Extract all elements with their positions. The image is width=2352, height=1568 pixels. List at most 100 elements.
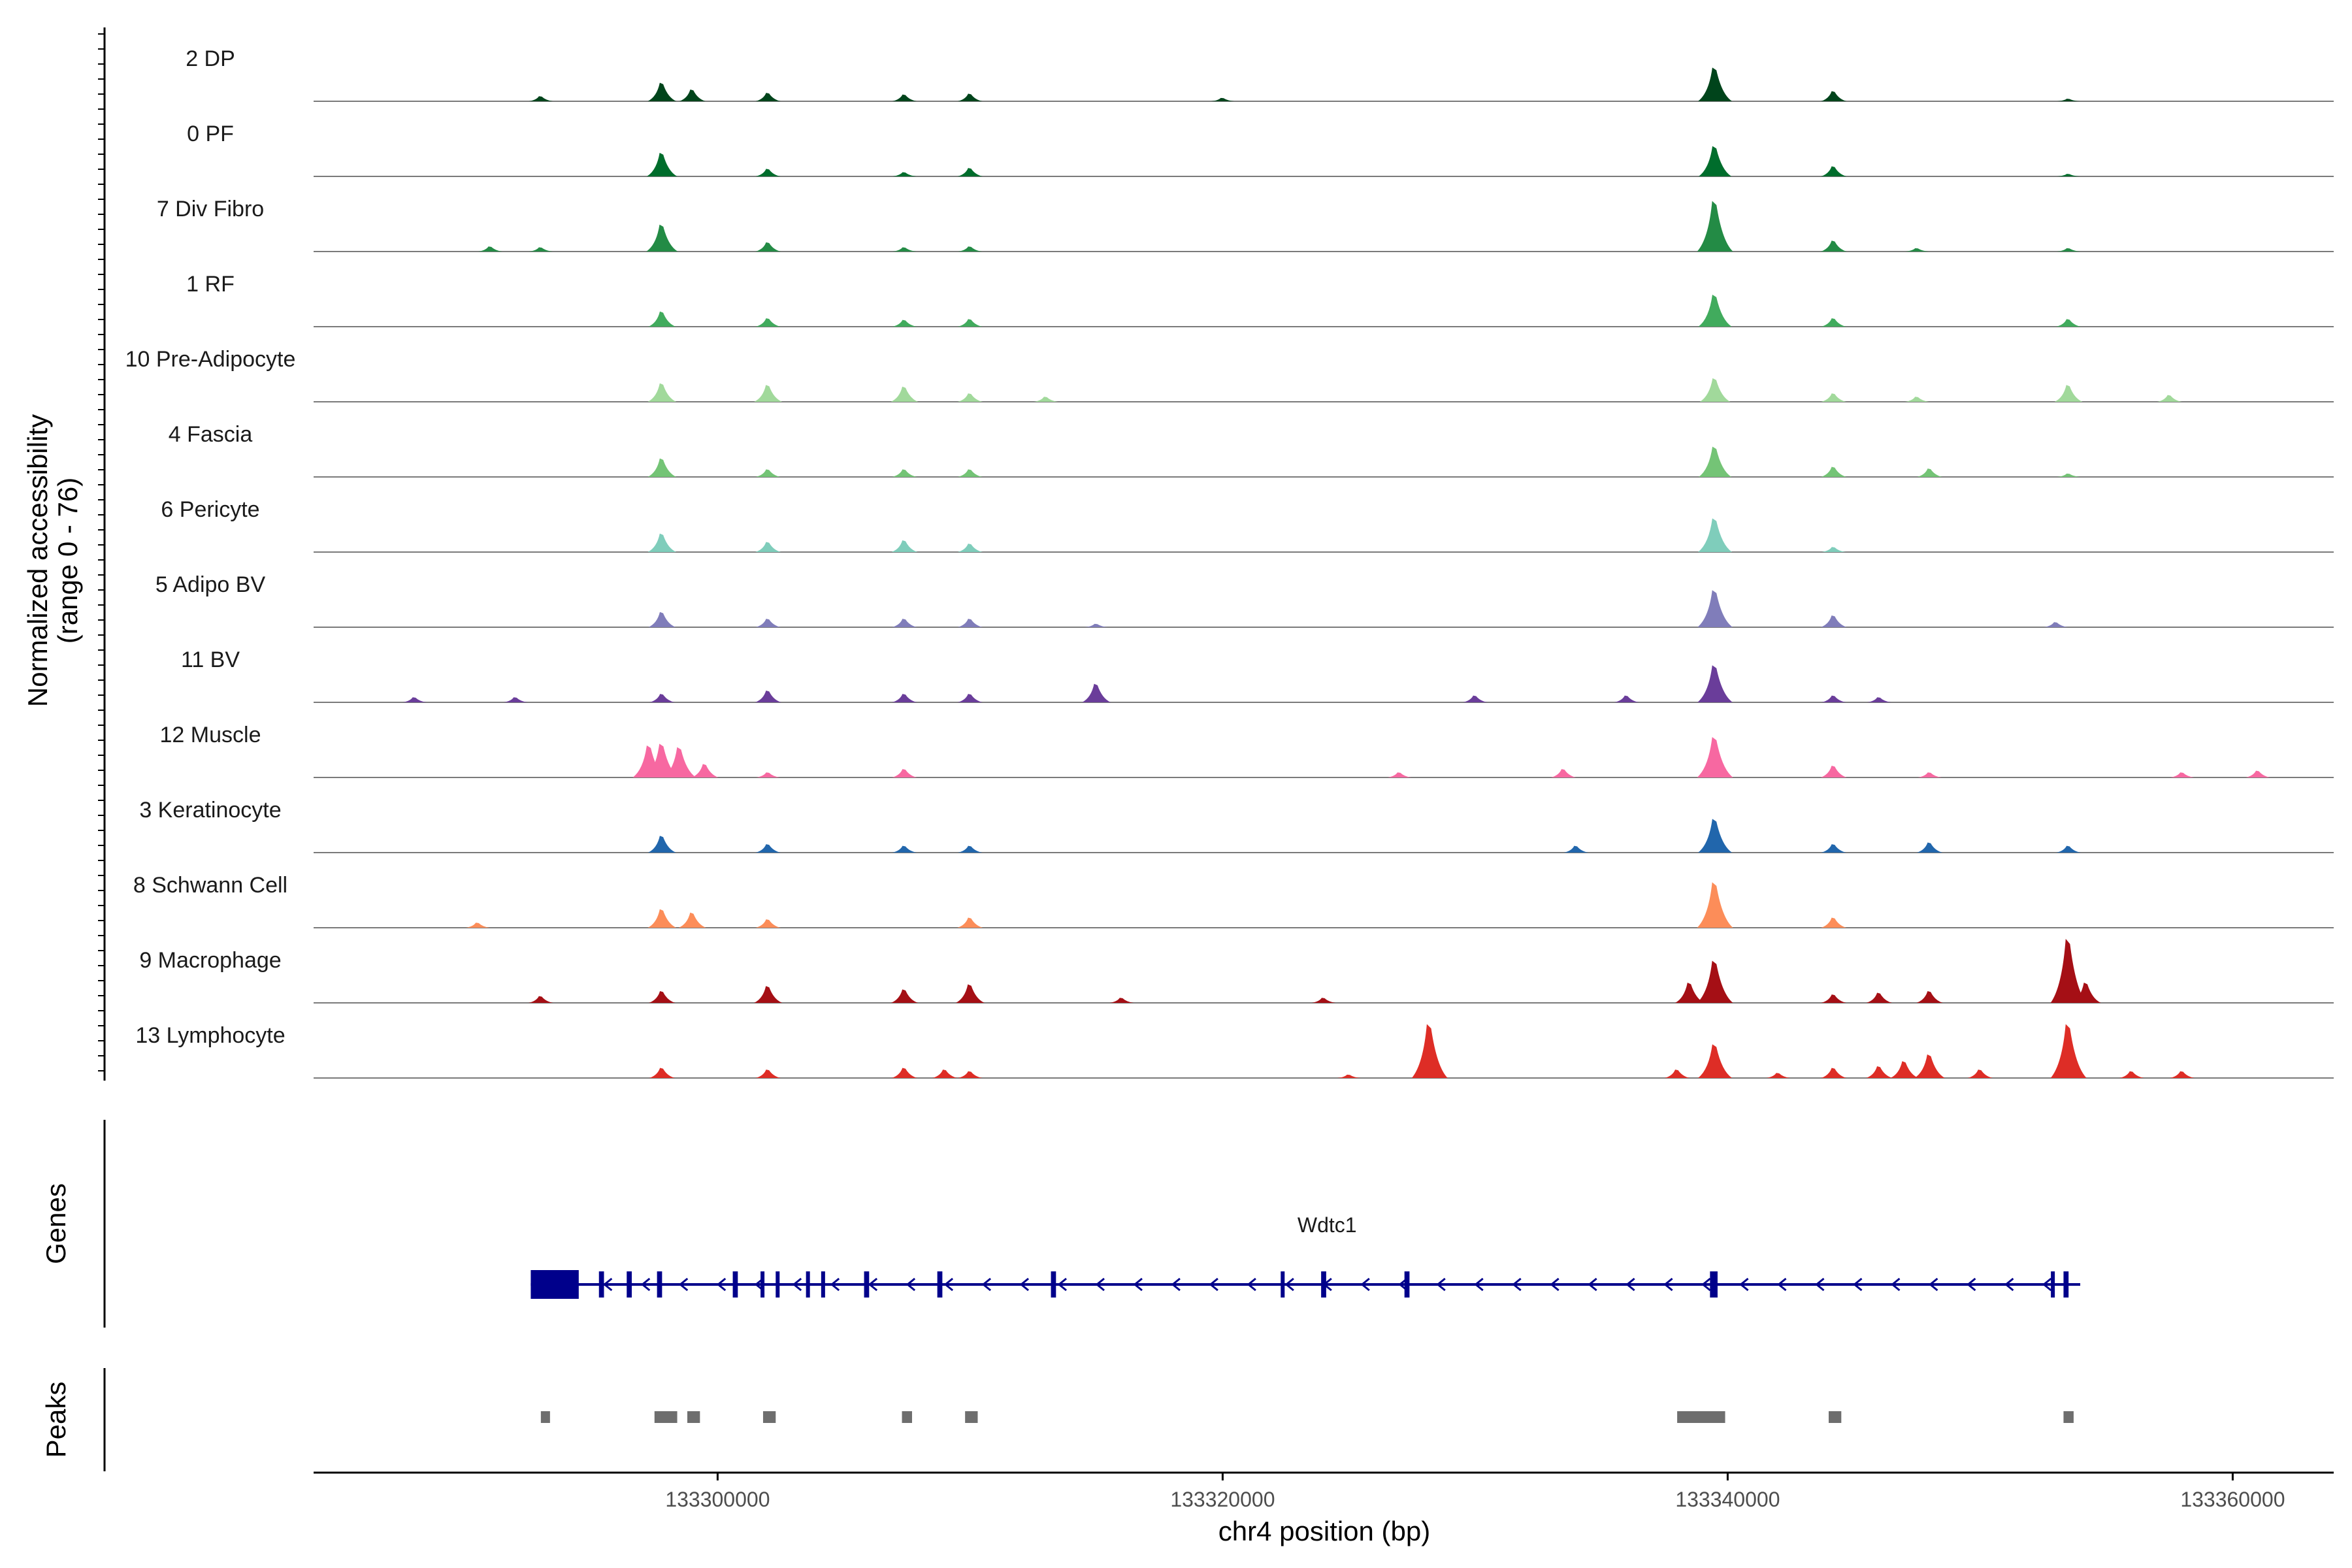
coverage-peak [2246, 770, 2270, 777]
peak-track [540, 1411, 2074, 1423]
coverage-peak [648, 311, 676, 327]
gene-exon [2063, 1271, 2069, 1298]
track-10: 3 Keratinocyte [139, 798, 2334, 853]
strand-arrow [1474, 1277, 1484, 1292]
coverage-peak [1914, 1054, 1945, 1078]
strand-arrow [1739, 1277, 1749, 1292]
coverage-peak [1866, 992, 1893, 1003]
coverage-peak [402, 697, 427, 702]
coverage-peak [647, 152, 678, 176]
gene-exon [937, 1271, 943, 1298]
coverage-peak [892, 694, 917, 702]
coverage-peak [1916, 990, 1943, 1003]
coverage-peak [503, 697, 528, 702]
track-0: 2 DP [186, 46, 2334, 102]
strand-arrow [1663, 1277, 1673, 1292]
strand-arrow [1057, 1277, 1067, 1292]
coverage-peak [892, 94, 917, 101]
coverage-peak [755, 844, 781, 853]
coverage-peak [2157, 395, 2182, 402]
coverage-peak [1821, 917, 1847, 928]
strand-arrow [1360, 1277, 1370, 1292]
coverage-peak [2050, 939, 2087, 1003]
track-7: 5 Adipo BV [155, 572, 2334, 628]
coverage-peak [647, 458, 677, 477]
coverage-peak [647, 533, 677, 552]
coverage-tracks: 2 DP 0 PF 7 Div Fibro 1 RF 10 Pre-Adipocyte 4… [125, 46, 2334, 1079]
strand-arrow [981, 1277, 992, 1292]
coverage-peak [465, 923, 490, 928]
coverage-peak [1698, 146, 1732, 176]
coverage-peak [1664, 1070, 1690, 1078]
coverage-peak [755, 242, 781, 252]
coverage-peak [649, 1068, 676, 1078]
coverage-peak [1311, 998, 1336, 1003]
strand-arrow [1815, 1277, 1825, 1292]
coverage-peak [1867, 697, 1891, 702]
coverage-peak [1698, 518, 1733, 552]
coverage-peak [1821, 318, 1846, 327]
strand-arrow [1625, 1277, 1635, 1292]
strand-arrow [943, 1277, 954, 1292]
coverage-peak [755, 169, 781, 176]
track-11: 8 Schwann Cell [133, 873, 2334, 928]
coverage-peak [957, 393, 983, 402]
coverage-peak [755, 469, 781, 477]
strand-arrow [1209, 1277, 1218, 1292]
peak-region [762, 1411, 776, 1423]
coverage-peak [679, 89, 706, 101]
coverage-peak [1820, 765, 1847, 777]
gene-exon [732, 1271, 738, 1298]
track-2: 7 Div Fibro [157, 197, 2334, 252]
strand-arrow [2042, 1277, 2052, 1292]
track-12: 9 Macrophage [139, 939, 2334, 1004]
coverage-peak [1211, 97, 1235, 101]
coverage-peak [1821, 1068, 1847, 1078]
track-label: 9 Macrophage [139, 948, 281, 973]
coverage-peak [755, 919, 781, 928]
strand-arrow [1095, 1277, 1105, 1292]
coverage-peak [756, 772, 781, 777]
track-label: 4 Fascia [169, 422, 253, 447]
coverage-peak [1082, 683, 1111, 702]
peak-region [654, 1411, 678, 1423]
coverage-peak [755, 318, 781, 327]
gene-name-label: Wdtc1 [1298, 1213, 1357, 1237]
track-label: 0 PF [187, 122, 234, 146]
strand-arrow [1967, 1277, 1976, 1292]
coverage-peak [691, 764, 719, 777]
coverage-peak [1698, 67, 1733, 101]
coverage-peak [647, 383, 677, 402]
gene-exon [806, 1271, 810, 1298]
track-label: 12 Muscle [160, 723, 261, 747]
coverage-peak [1698, 819, 1733, 853]
strand-arrow [1929, 1277, 1938, 1292]
track-label: 8 Schwann Cell [133, 873, 287, 898]
coverage-peak [1675, 983, 1705, 1003]
coverage-peak [1697, 960, 1733, 1003]
coverage-peak [957, 319, 983, 327]
coverage-peak [1697, 882, 1733, 928]
coverage-peak [957, 544, 983, 552]
track-label: 2 DP [186, 46, 235, 71]
gene-exon [627, 1271, 632, 1298]
track-label: 6 Pericyte [161, 497, 259, 522]
strand-arrow [830, 1277, 840, 1292]
coverage-peak [2056, 845, 2081, 853]
coverage-peak [890, 989, 919, 1003]
track-9: 12 Muscle [160, 723, 2334, 778]
coverage-peak [1821, 844, 1846, 853]
coverage-peak [1387, 772, 1412, 777]
coverage-peak [892, 619, 917, 627]
coverage-peak [1821, 91, 1847, 101]
x-axis-title: chr4 position (bp) [1218, 1516, 1431, 1546]
track-4: 10 Pre-Adipocyte [125, 347, 2334, 402]
coverage-peak [2057, 473, 2081, 477]
strand-arrow [1853, 1277, 1863, 1292]
coverage-peak [1821, 393, 1846, 402]
coverage-peak [1890, 1061, 1919, 1078]
coverage-peak [2071, 983, 2101, 1003]
gene-exon [1404, 1271, 1410, 1298]
gene-exon [1281, 1271, 1285, 1298]
strand-arrow [602, 1277, 613, 1292]
